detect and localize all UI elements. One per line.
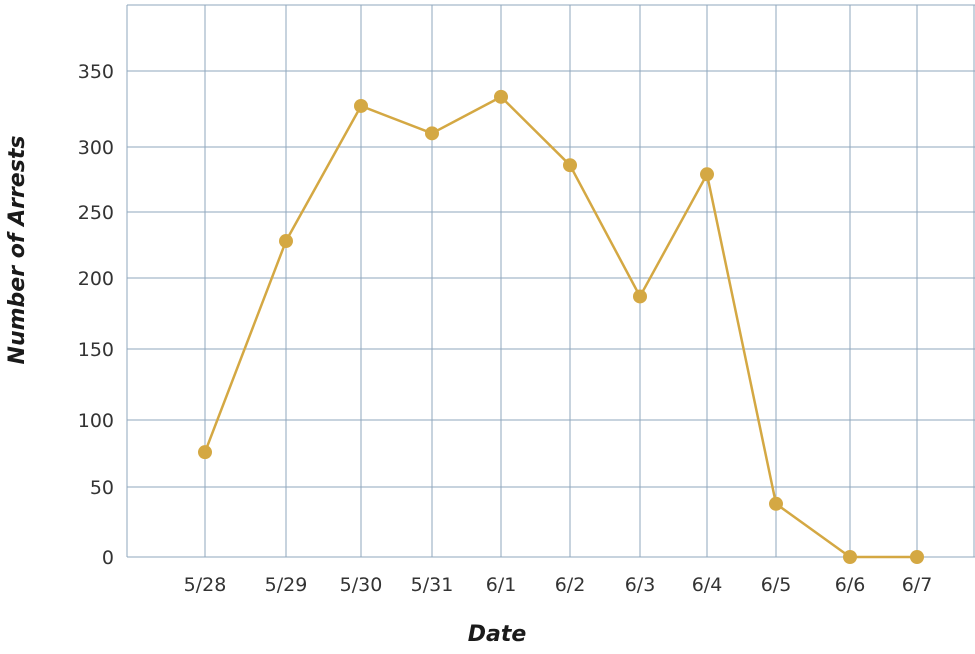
x-tick-label: 5/31 bbox=[411, 574, 454, 596]
x-tick-label: 5/28 bbox=[184, 574, 227, 596]
data-point bbox=[843, 550, 857, 564]
x-tick-label: 5/29 bbox=[265, 574, 308, 596]
y-tick-label: 150 bbox=[78, 339, 114, 361]
y-tick-label: 250 bbox=[78, 202, 114, 224]
data-point bbox=[425, 126, 439, 141]
data-point bbox=[910, 550, 924, 564]
x-tick-label: 6/5 bbox=[761, 574, 792, 596]
y-axis-ticks: 0 50 100 150 200 250 300 350 bbox=[78, 61, 114, 569]
y-tick-label: 100 bbox=[78, 410, 114, 432]
data-point bbox=[700, 167, 714, 182]
series-line bbox=[203, 95, 917, 559]
grid bbox=[126, 4, 975, 558]
data-point bbox=[563, 158, 577, 173]
y-tick-label: 300 bbox=[78, 137, 114, 159]
y-tick-label: 50 bbox=[90, 477, 114, 499]
series bbox=[198, 89, 924, 564]
y-axis-title: Number of Arrests bbox=[5, 136, 30, 365]
data-point bbox=[198, 445, 212, 460]
data-point bbox=[494, 89, 508, 104]
x-tick-label: 6/3 bbox=[625, 574, 656, 596]
data-point bbox=[769, 496, 783, 511]
x-tick-label: 6/1 bbox=[486, 574, 517, 596]
y-tick-label: 350 bbox=[78, 61, 114, 83]
x-tick-label: 6/4 bbox=[692, 574, 723, 596]
x-axis-ticks: 5/28 5/29 5/30 5/31 6/1 6/2 6/3 6/4 6/5 6/6 6/7 bbox=[184, 574, 933, 596]
x-tick-label: 6/6 bbox=[835, 574, 866, 596]
x-axis-title: Date bbox=[468, 622, 527, 647]
x-tick-label: 5/30 bbox=[340, 574, 383, 596]
y-tick-label: 200 bbox=[78, 268, 114, 290]
x-tick-label: 6/2 bbox=[555, 574, 586, 596]
data-point bbox=[354, 98, 368, 113]
x-tick-label: 6/7 bbox=[902, 574, 933, 596]
data-point bbox=[633, 289, 647, 304]
y-tick-label: 0 bbox=[102, 547, 114, 569]
data-point bbox=[279, 234, 293, 249]
